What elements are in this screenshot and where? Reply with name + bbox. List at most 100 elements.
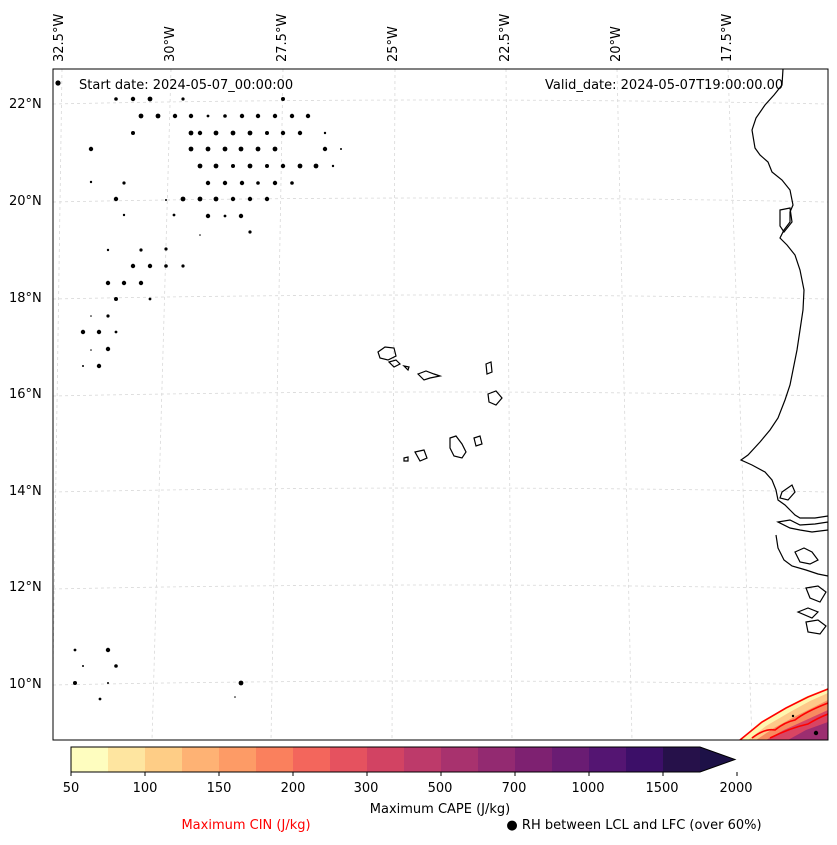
island-fogo (414, 449, 428, 462)
lat-label-14n: 14°N (9, 484, 42, 499)
lat-label-16n: 16°N (9, 387, 42, 402)
rh-dot (96, 363, 102, 369)
colorbar-extend-arrow (700, 747, 735, 772)
cin-line-1 (739, 688, 828, 740)
colorbar-bin-12 (515, 747, 553, 772)
colorbar-bin-7 (330, 747, 368, 772)
rh-dot (206, 114, 210, 118)
rh-dot (223, 214, 227, 218)
rh-dot (181, 264, 185, 268)
rh-dot (223, 114, 227, 118)
meridian-30w (151, 69, 172, 740)
rh-dot (73, 681, 77, 685)
meridian-22.5w (505, 69, 513, 740)
rh-dot (106, 248, 110, 252)
rh-dot (131, 131, 135, 135)
rh-dot (290, 181, 294, 185)
colorbar-bin-9 (404, 747, 442, 772)
rh-markers (55, 80, 819, 736)
cin-line-3 (769, 713, 828, 739)
rh-dot (231, 164, 235, 168)
rh-dot (230, 130, 236, 136)
graticule (53, 69, 828, 740)
rh-dot (234, 696, 236, 698)
island-santo-antao (377, 346, 397, 361)
rh-dot (96, 329, 102, 335)
parallel-12n (53, 584, 828, 590)
rh-dot (265, 164, 269, 168)
rh-dot (205, 146, 211, 152)
rh-dot (238, 213, 244, 219)
rh-dot (256, 181, 260, 185)
rh-dot (289, 113, 295, 119)
colorbar-bin-10 (441, 747, 479, 772)
rh-dot (113, 196, 119, 202)
coast-detail-5 (805, 585, 827, 603)
lat-label-22n: 22°N (9, 97, 42, 112)
rh-dot (147, 263, 153, 269)
rh-dot (114, 297, 118, 301)
rh-dot (238, 146, 244, 152)
colorbar-title: Maximum CAPE (J/kg) (369, 802, 511, 817)
cb-tick-1500: 1500 (645, 781, 679, 796)
colorbar-bin-2 (145, 747, 183, 772)
african-coast (739, 69, 828, 519)
rh-dot (88, 146, 94, 152)
rh-dot (107, 682, 109, 684)
cb-tick-2000: 2000 (719, 781, 753, 796)
rh-dot (213, 163, 219, 169)
island-santiago (449, 435, 467, 459)
rh-dot (222, 146, 228, 152)
rh-dot (205, 213, 211, 219)
lat-label-10n: 10°N (9, 677, 42, 692)
rh-dot (272, 113, 278, 119)
coast-detail-1 (779, 484, 796, 501)
colorbar-bin-11 (478, 747, 516, 772)
rh-dot (105, 280, 111, 286)
colorbar-bin-1 (108, 747, 146, 772)
colorbar-bin-15 (626, 747, 664, 772)
rh-dot (230, 196, 236, 202)
lat-label-12n: 12°N (9, 580, 42, 595)
rh-dot (188, 113, 194, 119)
cb-tick-200: 200 (280, 781, 306, 796)
colorbar-bin-0 (71, 747, 109, 772)
colorbar-bin-13 (552, 747, 590, 772)
rh-dot (297, 130, 303, 136)
meridian-20w (616, 69, 633, 740)
rh-dot (247, 163, 253, 169)
rh-dot (164, 264, 168, 268)
rh-dot (323, 131, 327, 135)
meridian-32.5w (53, 69, 63, 700)
lon-label-32.5w: 32.5°W (52, 13, 67, 62)
start-date: Start date: 2024-05-07_00:00:00 (79, 78, 294, 93)
rh-dot (222, 180, 228, 186)
rh-dot (188, 130, 194, 136)
cb-tick-1000: 1000 (571, 781, 605, 796)
rh-dot (255, 146, 261, 152)
parallel-16n (53, 391, 828, 397)
parallel-20n (53, 197, 828, 203)
parallel-22n (53, 99, 828, 105)
rh-dot (264, 196, 270, 202)
lon-label-22.5w: 22.5°W (498, 13, 513, 62)
rh-marker-icon: ● (506, 818, 518, 833)
rh-dot (114, 97, 118, 101)
lon-label-27.5w: 27.5°W (275, 13, 290, 62)
island-sal (485, 361, 493, 375)
rh-dot (313, 163, 319, 169)
rh-legend-label: RH between LCL and LFC (over 60%) (521, 818, 762, 833)
island-sao-vicente (387, 359, 402, 368)
rh-dot (197, 130, 203, 136)
rh-dot (155, 113, 161, 119)
lon-label-30w: 30°W (163, 26, 178, 62)
rh-dot (272, 146, 278, 152)
rh-dot (199, 234, 201, 236)
rh-dot (248, 230, 252, 234)
map-panel (53, 69, 828, 740)
rh-dot (239, 113, 245, 119)
rh-dot (130, 263, 136, 269)
cin-legend-label: Maximum CIN (J/kg) (181, 818, 311, 833)
colorbar-bin-16 (663, 747, 701, 772)
rh-dot (121, 280, 127, 286)
